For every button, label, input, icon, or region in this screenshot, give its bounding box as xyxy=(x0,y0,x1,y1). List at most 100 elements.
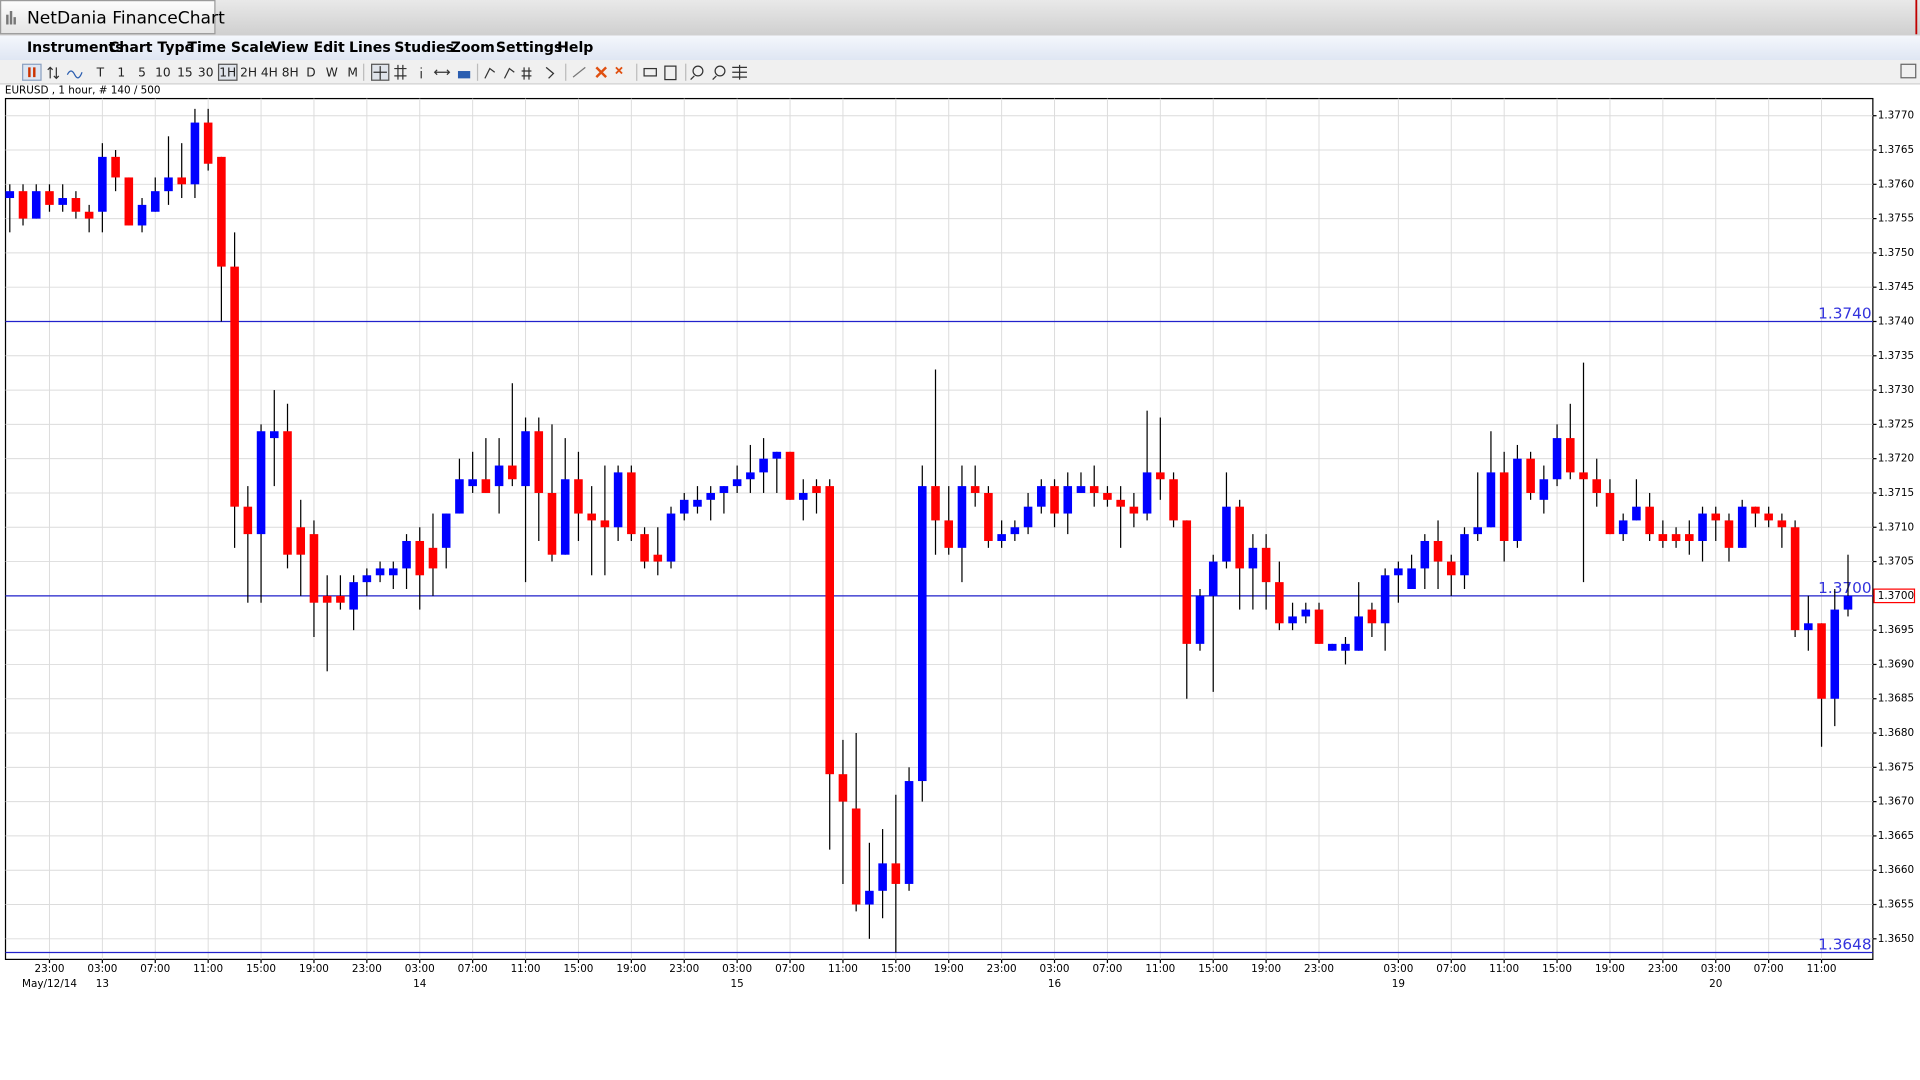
panel-toggle[interactable] xyxy=(1900,63,1917,79)
candle-body xyxy=(283,431,292,555)
x-tick-label: 19:00 xyxy=(1595,963,1625,975)
delete-icon[interactable] xyxy=(595,66,607,79)
candles xyxy=(5,108,1853,953)
volume-icon[interactable] xyxy=(457,71,471,79)
x-tick-label: 23:00 xyxy=(352,963,382,975)
y-tick-label: 1.3655 xyxy=(1878,899,1914,911)
zoom-out-icon[interactable] xyxy=(714,65,726,77)
candle-body xyxy=(719,486,729,493)
menu-item[interactable]: Instruments xyxy=(27,40,124,56)
menu-item[interactable]: Time Scale xyxy=(187,40,273,56)
scroll-icon[interactable] xyxy=(433,69,451,76)
sort-icon[interactable] xyxy=(47,66,60,80)
candle-body xyxy=(1407,568,1416,589)
candle-body xyxy=(1724,520,1734,548)
candle-body xyxy=(1063,486,1073,514)
timescale-button[interactable]: D xyxy=(306,65,315,79)
x-tick-label: 07:00 xyxy=(1092,963,1122,975)
x-tick-label: 23:00 xyxy=(1648,963,1678,975)
y-tick-label: 1.3675 xyxy=(1878,761,1914,773)
candle-body xyxy=(428,547,438,569)
candle-body xyxy=(1182,520,1192,644)
menu-item[interactable]: Chart Type xyxy=(109,40,194,56)
pause-button[interactable] xyxy=(22,63,42,81)
candle-body xyxy=(1446,561,1456,576)
timescale-button[interactable]: 4H xyxy=(261,65,278,79)
menu-item[interactable]: Settings xyxy=(496,40,562,56)
zoom-in-icon[interactable] xyxy=(692,65,704,77)
candle-body xyxy=(1288,616,1297,624)
timescale-button[interactable]: 1H xyxy=(219,65,236,79)
selected-scale xyxy=(217,63,238,81)
x-tick-label: 03:00 xyxy=(722,963,752,975)
timescale-button[interactable]: T xyxy=(96,65,105,79)
y-tick-label: 1.3665 xyxy=(1878,830,1914,842)
candle-body xyxy=(468,479,477,487)
x-tick-label: 03:00 xyxy=(1383,963,1413,975)
menu-item[interactable]: Lines xyxy=(349,40,391,56)
y-tick-label: 1.3705 xyxy=(1878,556,1914,568)
print-icon[interactable] xyxy=(643,67,657,77)
candle-body xyxy=(534,431,544,493)
drawing-tools[interactable] xyxy=(484,66,555,80)
timescale-button[interactable]: 10 xyxy=(155,65,171,79)
candle-body xyxy=(1129,506,1139,514)
candle-body xyxy=(1076,486,1086,493)
timescale-button[interactable]: M xyxy=(347,65,358,79)
timescale-button[interactable]: 5 xyxy=(138,65,146,79)
candle-body xyxy=(1751,506,1760,514)
candle-body xyxy=(1685,534,1694,541)
chart-info: EURUSD , 1 hour, # 140 / 500 xyxy=(5,85,161,97)
fit-icon[interactable] xyxy=(732,64,747,80)
timescale-button[interactable]: 15 xyxy=(177,65,193,79)
menu-item[interactable]: Edit xyxy=(313,40,345,56)
candle-body xyxy=(1539,479,1549,500)
timescale-button[interactable]: 8H xyxy=(282,65,299,79)
x-tick-label: 23:00 xyxy=(669,963,699,975)
candle-body xyxy=(203,122,213,164)
menu-item[interactable]: View xyxy=(271,40,309,56)
menu-item[interactable]: Zoom xyxy=(451,40,495,56)
timescale-button[interactable]: 2H xyxy=(240,65,257,79)
candle-body xyxy=(375,568,385,576)
page-icon[interactable] xyxy=(664,65,677,81)
candle-body xyxy=(587,513,596,521)
horizontal-line-label: 1.3740 xyxy=(1818,305,1872,323)
x-tick-label: 15:00 xyxy=(246,963,276,975)
y-tick-label: 1.3660 xyxy=(1878,864,1914,876)
y-tick-label: 1.3720 xyxy=(1878,453,1914,465)
date-label: 16 xyxy=(1048,978,1061,990)
grid-icon[interactable] xyxy=(394,64,407,80)
timescale-button[interactable]: 30 xyxy=(198,65,214,79)
candle-body xyxy=(1354,616,1363,651)
x-tick-label: 11:00 xyxy=(828,963,858,975)
candle-body xyxy=(1843,595,1853,610)
delete-all-icon[interactable] xyxy=(615,66,623,75)
candle-body xyxy=(1552,438,1562,480)
candle-body xyxy=(851,808,861,905)
date-label: 15 xyxy=(731,978,744,990)
timescale-button[interactable]: 1 xyxy=(117,65,125,79)
x-tick-label: 07:00 xyxy=(1436,963,1466,975)
menu-item[interactable]: Help xyxy=(557,40,593,56)
x-tick-label: 03:00 xyxy=(405,963,435,975)
candle-body xyxy=(825,486,834,775)
horizontal-line-label: 1.3648 xyxy=(1818,936,1872,954)
candle-body xyxy=(230,266,239,507)
line-chart-icon[interactable] xyxy=(66,70,83,79)
x-tick-label: 19:00 xyxy=(616,963,646,975)
y-tick-label: 1.3765 xyxy=(1878,144,1914,156)
line-tool[interactable] xyxy=(572,66,586,78)
candle-body xyxy=(1804,623,1813,631)
candle-body xyxy=(111,156,120,178)
candle-body xyxy=(1579,472,1588,480)
candle-body xyxy=(1089,486,1099,493)
menu-item[interactable]: Studies xyxy=(394,40,454,56)
x-tick-label: 11:00 xyxy=(511,963,541,975)
candle-body xyxy=(574,479,583,514)
timescale-button[interactable]: W xyxy=(326,65,338,79)
candle-body xyxy=(1460,534,1469,576)
candle-body xyxy=(1327,643,1337,651)
candle-body xyxy=(415,540,425,576)
